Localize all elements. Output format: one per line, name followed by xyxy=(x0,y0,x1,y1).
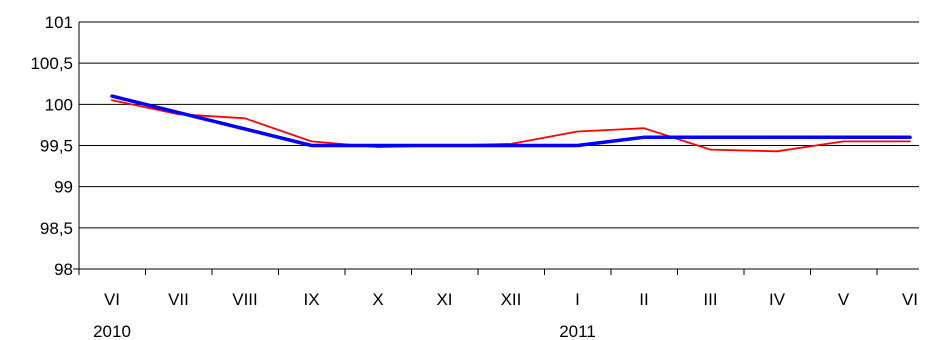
y-tick-label: 101 xyxy=(45,13,73,32)
axis-layer xyxy=(73,22,878,275)
x-tick-label: VII xyxy=(168,290,189,309)
x-year-label: 2010 xyxy=(93,322,131,340)
y-tick-label: 99 xyxy=(54,178,73,197)
x-tick-label: VI xyxy=(902,290,918,309)
y-tick-label: 99,5 xyxy=(40,137,73,156)
x-tick-label: XI xyxy=(436,290,452,309)
x-tick-label: V xyxy=(838,290,850,309)
x-tick-label: VI xyxy=(104,290,120,309)
x-tick-label: XII xyxy=(501,290,522,309)
x-year-label: 2011 xyxy=(559,322,596,340)
y-tick-label: 100 xyxy=(45,95,73,114)
x-tick-label: IX xyxy=(303,290,319,309)
series-line xyxy=(110,94,912,148)
y-tick-label: 98 xyxy=(54,260,73,279)
x-tick-label: X xyxy=(372,290,383,309)
x-tick-label: III xyxy=(703,290,717,309)
x-tick-label: I xyxy=(575,290,580,309)
y-tick-label: 100,5 xyxy=(30,54,73,73)
grid-layer xyxy=(79,21,919,270)
y-tick-label: 98,5 xyxy=(40,219,73,238)
series-layer xyxy=(110,94,912,153)
x-tick-label: IV xyxy=(769,290,786,309)
x-tick-label: II xyxy=(639,290,648,309)
x-tick-label: VIII xyxy=(232,290,258,309)
